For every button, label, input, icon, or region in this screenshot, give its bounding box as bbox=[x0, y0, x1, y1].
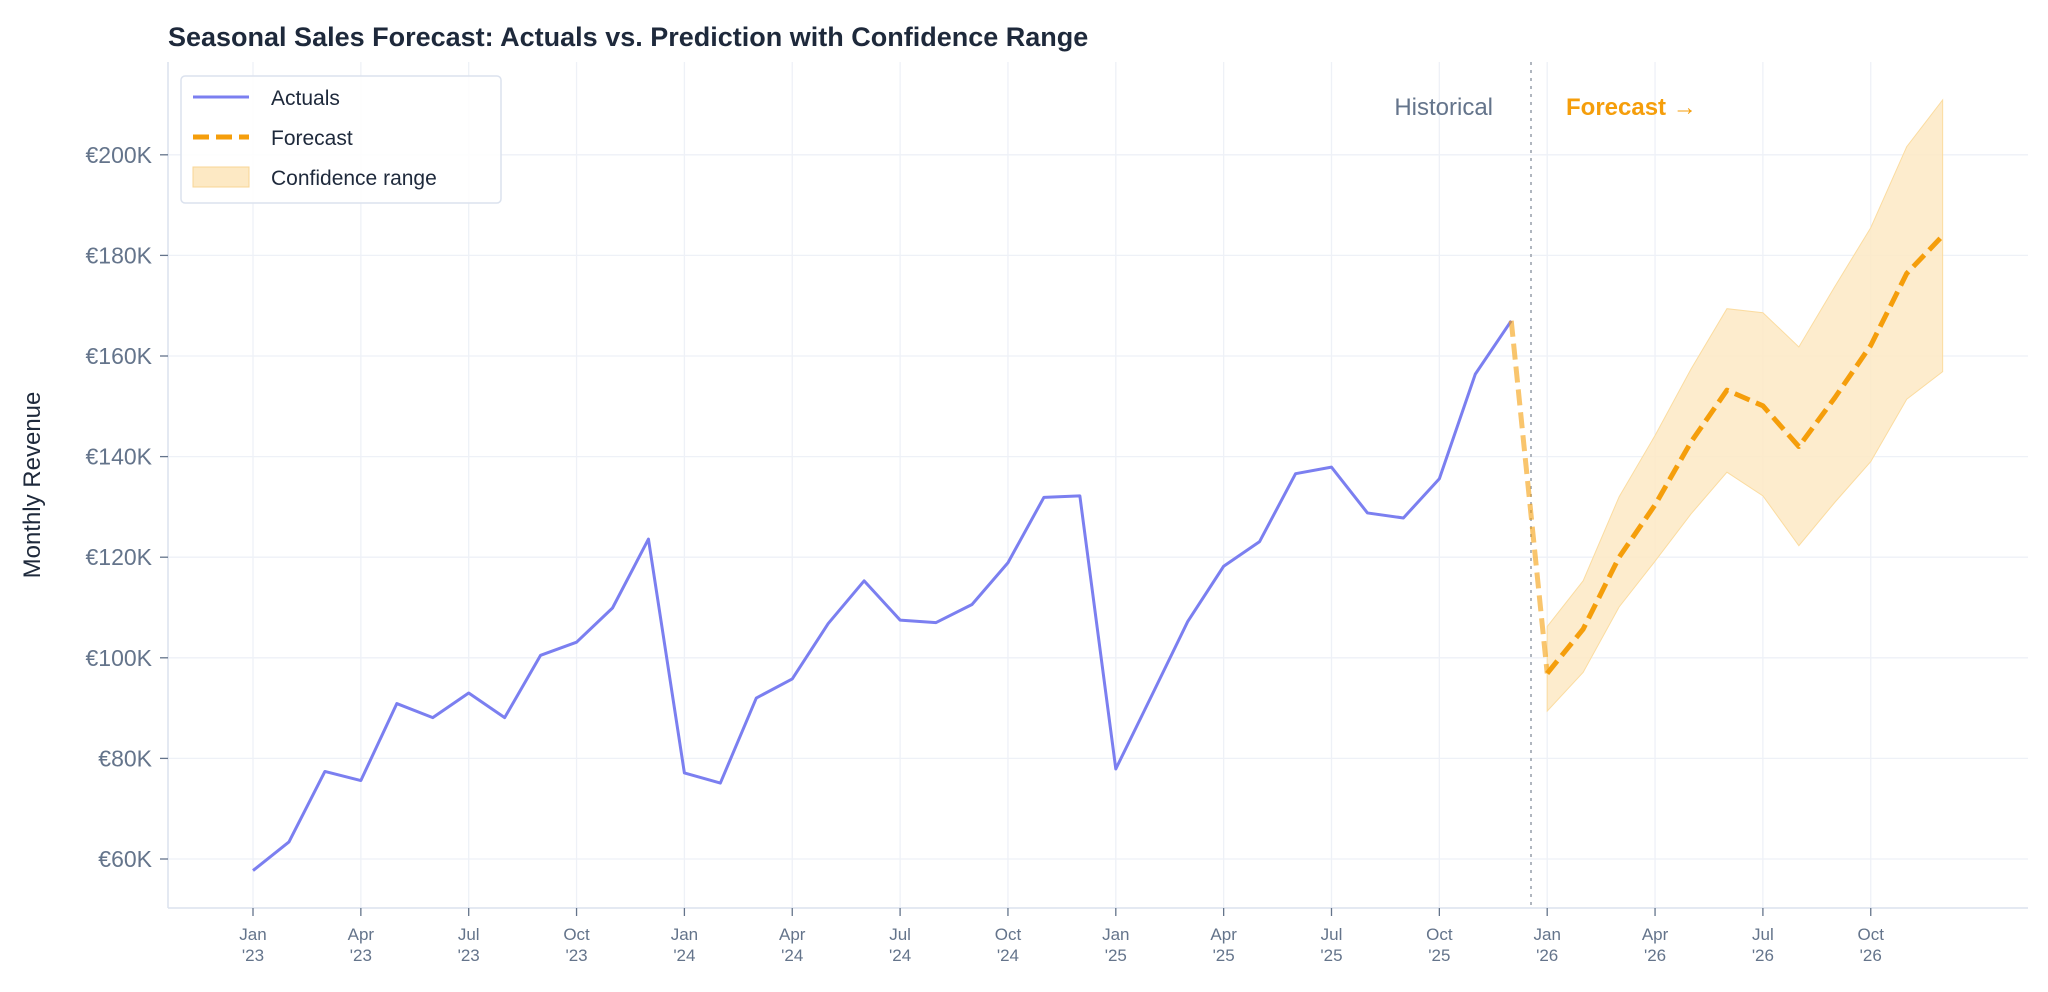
y-tick-label: €120K bbox=[85, 544, 152, 570]
historical-annotation: Historical bbox=[1394, 94, 1493, 121]
y-axis-label: Monthly Revenue bbox=[19, 392, 46, 579]
x-tick-label: '25 bbox=[1105, 946, 1127, 965]
y-tick-label: €140K bbox=[85, 444, 152, 470]
x-tick-label: '26 bbox=[1644, 946, 1666, 965]
x-tick-label: '23 bbox=[458, 946, 480, 965]
x-tick-label: Jan bbox=[1102, 925, 1129, 944]
x-tick-label: Jul bbox=[458, 925, 480, 944]
x-tick-label: '23 bbox=[242, 946, 264, 965]
x-tick-label: Jan bbox=[671, 925, 698, 944]
x-tick-label: '25 bbox=[1213, 946, 1235, 965]
actuals-line bbox=[252, 319, 1513, 872]
x-tick-label: Oct bbox=[563, 925, 590, 944]
x-tick-label: '23 bbox=[350, 946, 372, 965]
x-tick-label: '24 bbox=[997, 946, 1019, 965]
series-lines bbox=[252, 234, 1945, 872]
x-tick-label: Oct bbox=[995, 925, 1022, 944]
x-tick-label: '26 bbox=[1860, 946, 1882, 965]
y-tick-label: €60K bbox=[98, 846, 152, 872]
legend-label-forecast: Forecast bbox=[271, 127, 353, 150]
x-tick-label: Oct bbox=[1426, 925, 1453, 944]
grid bbox=[168, 62, 2028, 908]
legend-box bbox=[180, 75, 502, 204]
forecast-bridge-line bbox=[1508, 320, 1550, 674]
y-tick-label: €80K bbox=[98, 745, 152, 771]
x-tick-label: Apr bbox=[1642, 925, 1669, 944]
x-tick-label: '25 bbox=[1320, 946, 1342, 965]
x-tick-label: Jul bbox=[1321, 925, 1343, 944]
x-tick-label: Jul bbox=[889, 925, 911, 944]
x-tick-label: '26 bbox=[1752, 946, 1774, 965]
confidence-range-area bbox=[1546, 98, 1944, 713]
chart-title: Seasonal Sales Forecast: Actuals vs. Pre… bbox=[168, 22, 1088, 52]
x-tick-label: '24 bbox=[673, 946, 695, 965]
legend-label-actuals: Actuals bbox=[271, 87, 340, 110]
x-tick-label: Apr bbox=[1210, 925, 1237, 944]
confidence-band bbox=[1546, 98, 1944, 713]
x-tick-label: Oct bbox=[1858, 925, 1885, 944]
x-ticks: Jan '23 Apr '23 Jul '23 Oct '23 Jan '24 Apr '24 Jul '… bbox=[239, 908, 1884, 965]
x-tick-label: Jan bbox=[239, 925, 266, 944]
x-tick-label: Jul bbox=[1752, 925, 1774, 944]
x-tick-label: '23 bbox=[565, 946, 587, 965]
x-tick-label: Jan bbox=[1533, 925, 1560, 944]
legend-swatch-confidence bbox=[192, 166, 250, 188]
x-tick-label: '24 bbox=[889, 946, 911, 965]
x-tick-label: Apr bbox=[779, 925, 806, 944]
x-tick-label: Apr bbox=[348, 925, 375, 944]
x-tick-label: '25 bbox=[1428, 946, 1450, 965]
y-tick-label: €180K bbox=[85, 242, 152, 268]
y-tick-label: €200K bbox=[85, 142, 152, 168]
y-tick-label: €100K bbox=[85, 645, 152, 671]
forecast-annotation: Forecast → bbox=[1566, 94, 1697, 121]
legend: Actuals Forecast Confidence range bbox=[180, 75, 502, 204]
x-tick-label: '24 bbox=[781, 946, 803, 965]
legend-label-confidence: Confidence range bbox=[271, 167, 437, 190]
y-tick-label: €160K bbox=[85, 343, 152, 369]
forecast-line bbox=[1545, 234, 1945, 675]
axes bbox=[167, 62, 2028, 909]
y-ticks: €60K €80K €100K €120K €140K €160K €180K €200K bbox=[85, 142, 168, 872]
x-tick-label: '26 bbox=[1536, 946, 1558, 965]
